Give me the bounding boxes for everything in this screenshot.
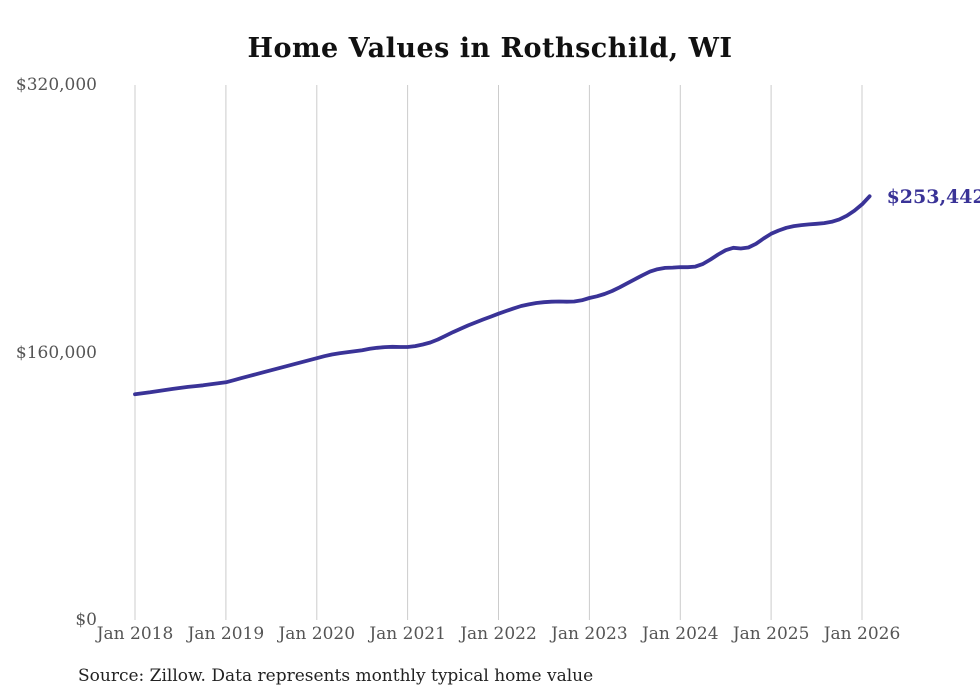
y-tick-label: $160,000 bbox=[15, 342, 97, 363]
home-values-line bbox=[133, 194, 872, 397]
latest-value-label: $253,442 bbox=[886, 186, 980, 209]
x-tick-label: Jan 2020 bbox=[278, 624, 356, 644]
source-note: Source: Zillow. Data represents monthly … bbox=[78, 666, 594, 686]
chart-title: Home Values in Rothschild, WI bbox=[247, 33, 733, 64]
x-tick-label: Jan 2019 bbox=[187, 624, 265, 644]
gridlines bbox=[134, 85, 863, 620]
y-tick-label: $320,000 bbox=[15, 75, 97, 95]
x-tick-label: Jan 2022 bbox=[460, 624, 537, 644]
x-tick-label: Jan 2024 bbox=[641, 624, 719, 644]
x-tick-label: Jan 2018 bbox=[96, 624, 174, 644]
x-tick-label: Jan 2026 bbox=[823, 624, 901, 644]
x-tick-label: Jan 2025 bbox=[732, 624, 810, 644]
x-tick-label: Jan 2021 bbox=[369, 624, 446, 644]
y-tick-label: $0 bbox=[75, 610, 97, 630]
x-tick-label: Jan 2023 bbox=[551, 624, 628, 644]
